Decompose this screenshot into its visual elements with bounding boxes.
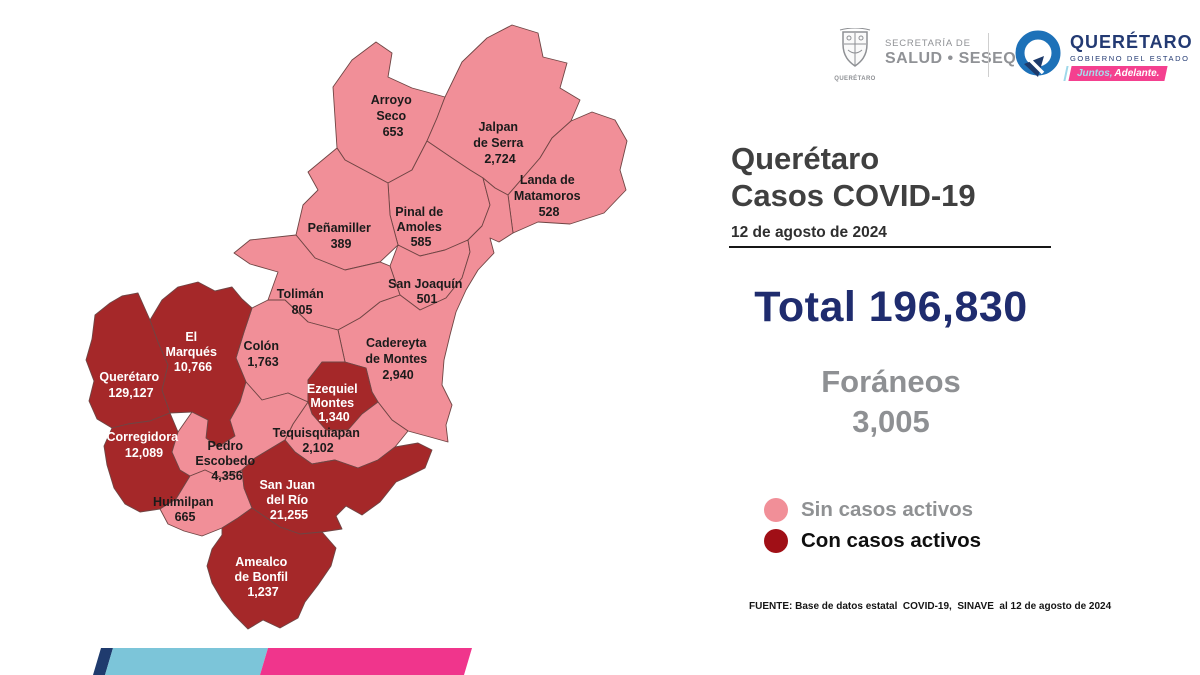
title-line1: Querétaro [731,141,880,176]
municipality-amealco-de-bonfil-label: Amealco de Bonfil 1,237 [235,555,292,599]
municipality-cadereyta-de-montes-label: Cadereyta de Montes 2,940 [365,336,430,382]
footer-ribbon [93,648,472,675]
secretaria-salud-logo: QUERÉTARO SECRETARÍA DE SALUD • SESEQ [833,27,1017,82]
header-divider [988,33,989,77]
municipality-el-marques-label: El Marqués 10,766 [166,330,221,374]
sin-casos-dot-icon [764,497,788,522]
municipality-pedro-escobedo-label: Pedro Escobedo 4,356 [195,439,258,483]
legend-label-con-casos: Con casos activos [801,528,982,552]
municipality-penamiller-label: Peñamiller 389 [308,221,375,251]
map-legend: Sin casos activos Con casos activos [764,494,981,556]
secretaria-line1: SECRETARÍA DE [885,38,971,49]
coat-of-arms-icon [839,27,871,67]
source-note: FUENTE: Base de datos estatal COVID-19, … [749,601,1112,612]
foraneos-block: Foráneos 3,005 [726,362,1056,442]
municipality-pinal-de-amoles-label: Pinal de Amoles 585 [395,205,446,249]
date-underline [729,246,1051,248]
total-cases: Total 196,830 [754,283,1028,331]
municipality-queretaro-label: Querétaro 129,127 [99,370,162,400]
ribbon-navy-segment [93,648,113,675]
municipality-toliman-label: Tolimán 805 [277,287,327,317]
municipality-landa-de-matamoros-region [507,111,628,234]
report-date: 12 de agosto de 2024 [731,224,887,241]
secretaria-line2: SALUD • SESEQ [885,50,1017,67]
tagline-part1: Juntos, [1076,68,1113,79]
con-casos-dot-icon [764,528,788,553]
tagline-part2: Adelante. [1112,68,1160,79]
municipality-huimilpan-label: Huimilpan 665 [153,495,217,524]
crest-caption: QUERÉTARO [834,76,876,82]
ribbon-pink-segment [260,648,472,675]
municipality-colon-label: Colón 1,763 [244,339,283,369]
legend-row-sin-casos: Sin casos activos [764,494,981,525]
municipality-san-joaquin-label: San Joaquín 501 [388,277,466,306]
municipality-san-juan-del-rio-label: San Juan del Río 21,255 [259,478,318,522]
municipality-tequisquiapan-label: Tequisquiapan 2,102 [273,426,364,455]
foraneos-label: Foráneos [821,364,961,399]
municipality-jalpan-de-serra-label: Jalpan de Serra 2,724 [473,120,527,166]
municipality-ezequiel-montes-label: Ezequiel Montes 1,340 [307,382,361,424]
brand-tagline: Juntos, Adelante. [1068,66,1168,81]
foraneos-value: 3,005 [852,404,930,439]
title-line2: Casos COVID-19 [731,178,976,213]
ribbon-cyan-segment [105,648,268,675]
municipality-amealco-de-bonfil-region [206,507,337,630]
municipality-arroyo-seco-label: Arroyo Seco 653 [371,93,415,139]
municipality-corregidora-label: Corregidora 12,089 [106,430,181,460]
legend-row-con-casos: Con casos activos [764,525,981,556]
brand-name: QUERÉTARO [1070,32,1193,52]
municipality-landa-de-matamoros-label: Landa de Matamoros 528 [514,173,584,219]
page-title: Querétaro Casos COVID-19 [731,140,976,214]
queretaro-q-icon [1015,30,1061,77]
municipality-pedro-escobedo-region [171,381,309,479]
brand-subtitle: GOBIERNO DEL ESTADO [1070,54,1190,63]
gobierno-estado-logo: QUERÉTARO GOBIERNO DEL ESTADO Juntos, Ad… [1012,28,1193,81]
legend-label-sin-casos: Sin casos activos [801,497,974,521]
